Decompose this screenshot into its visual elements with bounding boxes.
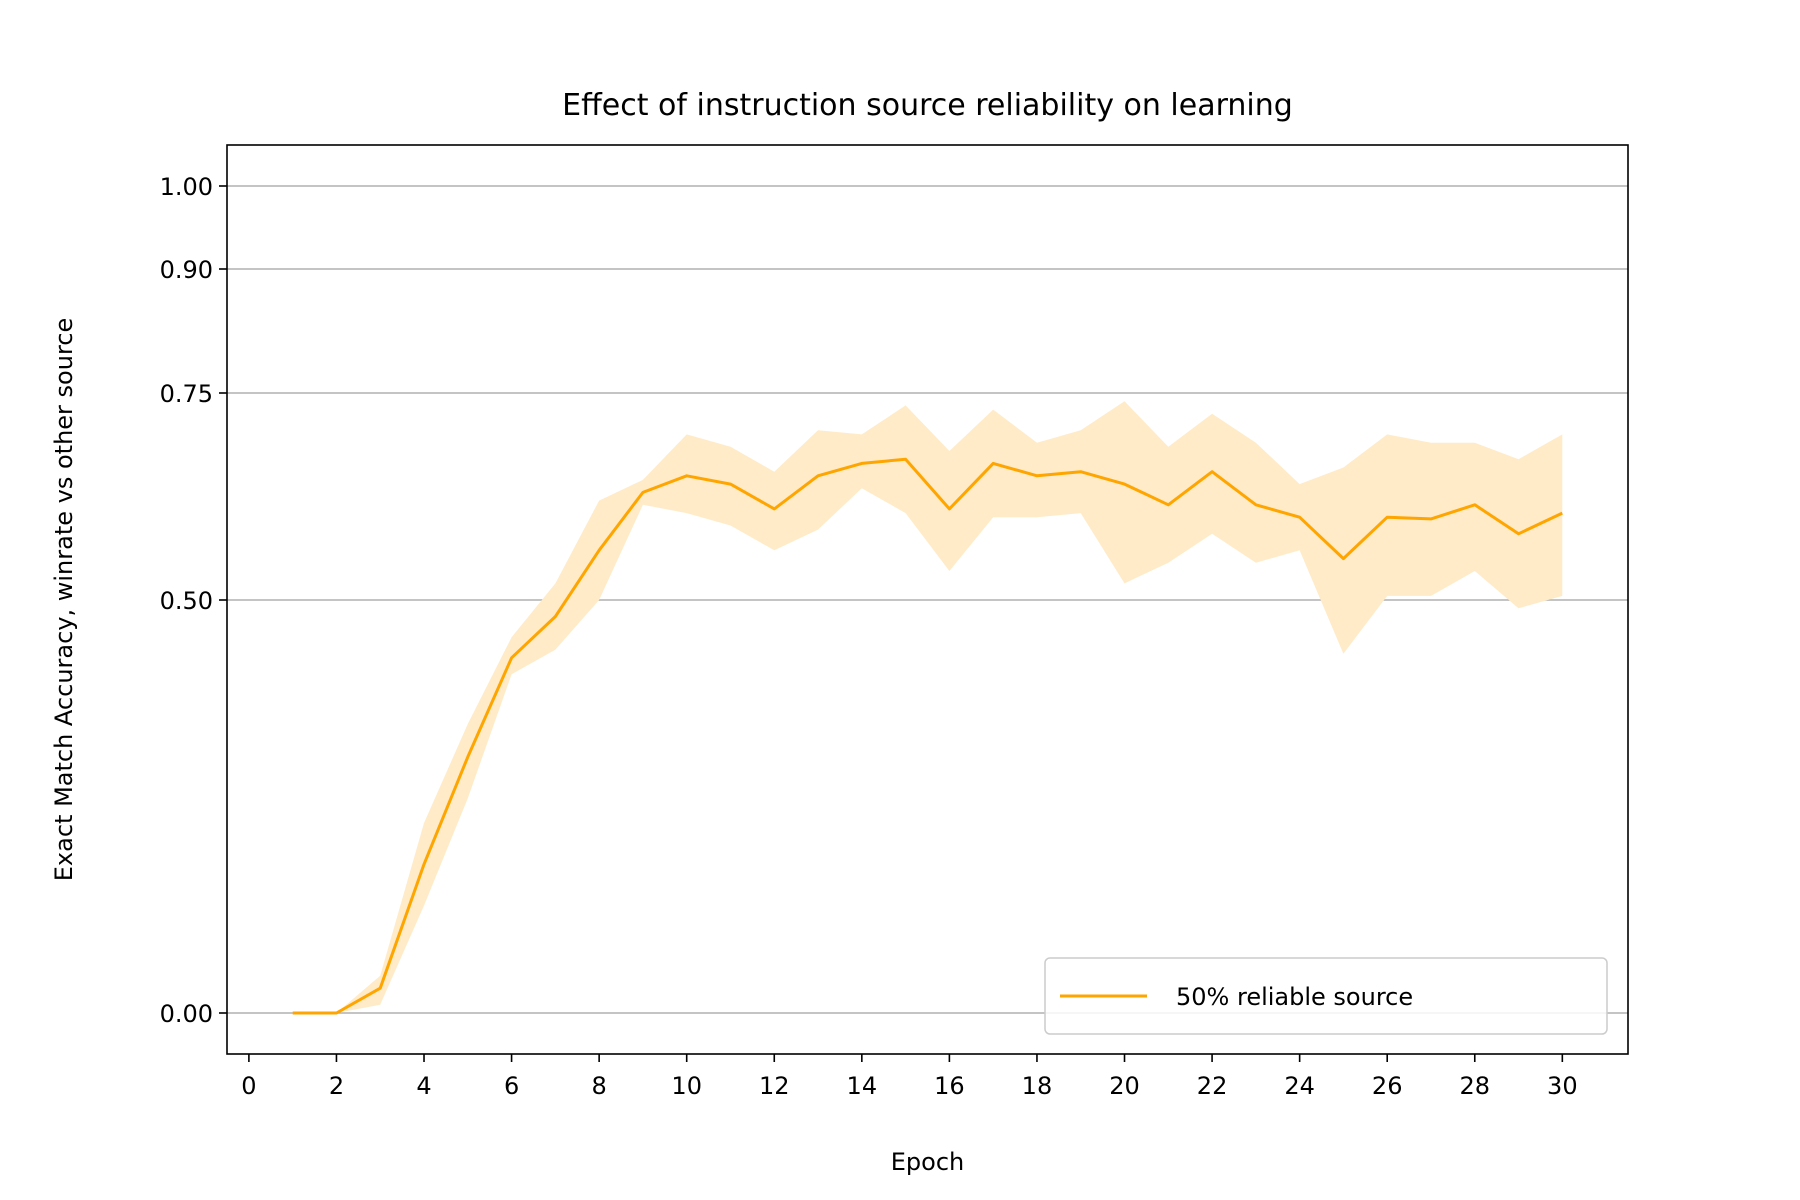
x-tick-label: 2 <box>329 1072 344 1100</box>
y-tick-label: 1.00 <box>160 173 213 201</box>
x-tick-label: 20 <box>1109 1072 1140 1100</box>
x-tick-label: 4 <box>416 1072 431 1100</box>
x-tick-label: 16 <box>934 1072 965 1100</box>
x-tick-label: 18 <box>1022 1072 1053 1100</box>
x-axis: 0 2 4 6 8 10 12 14 16 18 20 22 24 26 28 30 <box>241 1054 1578 1100</box>
legend-label: 50% reliable source <box>1176 983 1413 1011</box>
x-axis-title: Epoch <box>891 1148 965 1176</box>
x-tick-label: 0 <box>241 1072 256 1100</box>
x-tick-label: 10 <box>671 1072 702 1100</box>
x-tick-label: 28 <box>1459 1072 1490 1100</box>
y-axis-title: Exact Match Accuracy, winrate vs other s… <box>50 318 78 881</box>
confidence-band <box>292 401 1563 1013</box>
y-tick-label: 0.90 <box>160 256 213 284</box>
chart-title: Effect of instruction source reliability… <box>562 88 1293 123</box>
x-tick-label: 22 <box>1197 1072 1228 1100</box>
legend-box <box>1044 957 1608 1035</box>
x-tick-label: 24 <box>1284 1072 1315 1100</box>
y-tick-label: 0.00 <box>160 1000 213 1028</box>
x-tick-label: 6 <box>504 1072 519 1100</box>
y-tick-label: 0.75 <box>160 380 213 408</box>
x-tick-label: 14 <box>847 1072 878 1100</box>
x-tick-label: 30 <box>1547 1072 1578 1100</box>
x-tick-label: 8 <box>592 1072 607 1100</box>
legend: 50% reliable source <box>1044 957 1608 1035</box>
y-gridlines <box>227 185 1628 1014</box>
x-tick-label: 12 <box>759 1072 790 1100</box>
y-tick-label: 0.50 <box>160 587 213 615</box>
series-line <box>292 457 1563 1015</box>
y-axis: 0.00 0.50 0.75 0.90 1.00 <box>160 173 227 1028</box>
x-tick-label: 26 <box>1372 1072 1403 1100</box>
